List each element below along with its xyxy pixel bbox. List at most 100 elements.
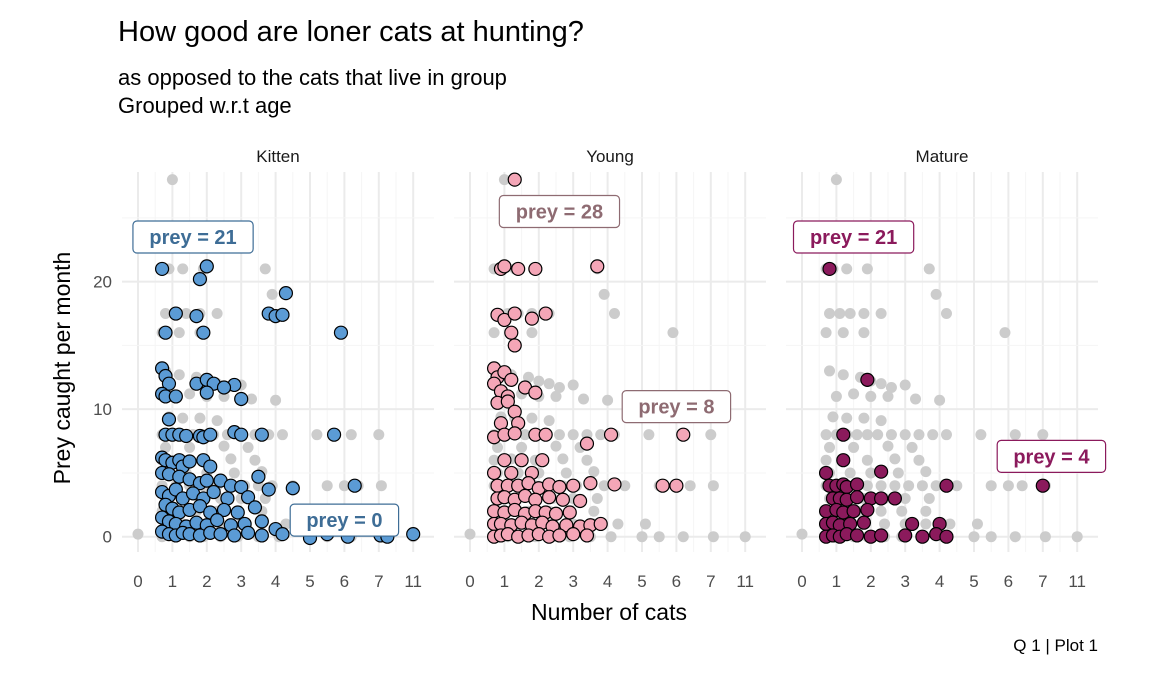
- x-tick-label: 1: [168, 572, 177, 591]
- y-axis-title: Prey caught per month: [49, 252, 75, 485]
- background-point: [885, 382, 897, 394]
- data-point: [230, 505, 245, 520]
- background-point: [861, 480, 873, 492]
- background-point: [553, 429, 565, 441]
- background-point: [160, 441, 172, 453]
- data-point: [535, 453, 550, 468]
- background-point: [276, 429, 288, 441]
- x-tick-label: 6: [1004, 572, 1013, 591]
- data-point: [655, 478, 670, 493]
- data-point: [497, 259, 512, 274]
- background-point: [899, 492, 911, 504]
- background-point: [177, 412, 189, 424]
- background-point: [338, 480, 350, 492]
- x-tick-label: 3: [900, 572, 909, 591]
- background-point: [608, 308, 620, 320]
- background-point: [270, 394, 282, 406]
- background-point: [920, 505, 932, 517]
- data-point: [333, 325, 349, 340]
- data-point: [849, 528, 865, 543]
- background-point: [588, 466, 600, 478]
- background-point: [259, 263, 271, 275]
- background-point: [1016, 480, 1028, 492]
- data-point: [206, 484, 221, 500]
- x-tick-label: 6: [672, 572, 681, 591]
- background-point: [739, 531, 751, 543]
- x-tick-label: 4: [271, 572, 280, 591]
- background-point: [677, 531, 689, 543]
- background-point: [875, 378, 887, 390]
- annotation-label: prey = 28: [516, 202, 603, 224]
- x-tick-label: 11: [404, 572, 422, 591]
- background-point: [667, 327, 679, 339]
- background-point: [526, 412, 538, 424]
- background-point: [848, 441, 860, 453]
- background-point: [930, 288, 942, 300]
- background-point: [464, 528, 476, 540]
- data-point: [822, 261, 837, 277]
- annotation-box: [498, 194, 621, 229]
- background-point: [550, 440, 562, 452]
- x-tick-label: 2: [202, 572, 211, 591]
- background-point: [824, 308, 836, 320]
- background-point: [975, 429, 987, 441]
- background-point: [934, 394, 946, 406]
- data-point: [538, 306, 553, 321]
- subtitle-line-1: as opposed to the cats that live in grou…: [118, 65, 507, 90]
- data-point: [538, 427, 553, 442]
- x-tick-label: 1: [500, 572, 509, 591]
- data-point: [566, 478, 581, 493]
- background-point: [180, 308, 192, 320]
- data-point: [497, 312, 512, 328]
- data-point: [939, 529, 954, 544]
- data-point: [278, 286, 294, 301]
- background-point: [861, 454, 873, 466]
- background-point: [923, 263, 935, 275]
- background-point: [526, 327, 538, 339]
- background-point: [636, 531, 648, 543]
- data-point: [607, 477, 622, 492]
- background-point: [684, 480, 696, 492]
- background-point: [533, 375, 545, 387]
- data-point: [216, 380, 232, 395]
- background-point: [1037, 429, 1049, 441]
- background-point: [899, 429, 911, 441]
- x-tick-label: 5: [969, 572, 978, 591]
- background-point: [498, 174, 510, 186]
- background-point: [951, 480, 963, 492]
- data-point: [326, 427, 342, 442]
- background-point: [882, 440, 894, 452]
- background-point: [519, 429, 531, 441]
- facet-strip-label: Kitten: [256, 147, 299, 166]
- data-point: [486, 465, 502, 481]
- x-tick-label: 0: [797, 572, 806, 591]
- y-tick-label: 0: [103, 528, 112, 547]
- data-point: [347, 478, 362, 493]
- chart-title: How good are loner cats at hunting?: [118, 16, 584, 48]
- data-point: [874, 491, 889, 506]
- background-point: [820, 454, 832, 466]
- background-point: [875, 505, 887, 517]
- data-point: [849, 490, 865, 505]
- background-point: [830, 390, 842, 402]
- data-point: [555, 492, 570, 507]
- data-point: [542, 490, 557, 505]
- data-point: [199, 259, 214, 274]
- background-point: [920, 518, 932, 530]
- data-point: [583, 476, 598, 491]
- chart-caption: Q 1 | Plot 1: [1013, 636, 1098, 655]
- data-point: [846, 504, 861, 519]
- y-tick-label: 20: [93, 273, 112, 292]
- background-point: [567, 429, 579, 441]
- data-point: [1035, 478, 1050, 493]
- background-point: [985, 480, 997, 492]
- background-point: [844, 308, 856, 320]
- data-point: [406, 527, 421, 542]
- data-point: [514, 453, 529, 468]
- data-point: [168, 389, 183, 404]
- data-point: [179, 428, 194, 444]
- background-point: [940, 308, 952, 320]
- x-tick-label: 7: [706, 572, 715, 591]
- x-tick-label: 5: [637, 572, 646, 591]
- background-point: [916, 480, 928, 492]
